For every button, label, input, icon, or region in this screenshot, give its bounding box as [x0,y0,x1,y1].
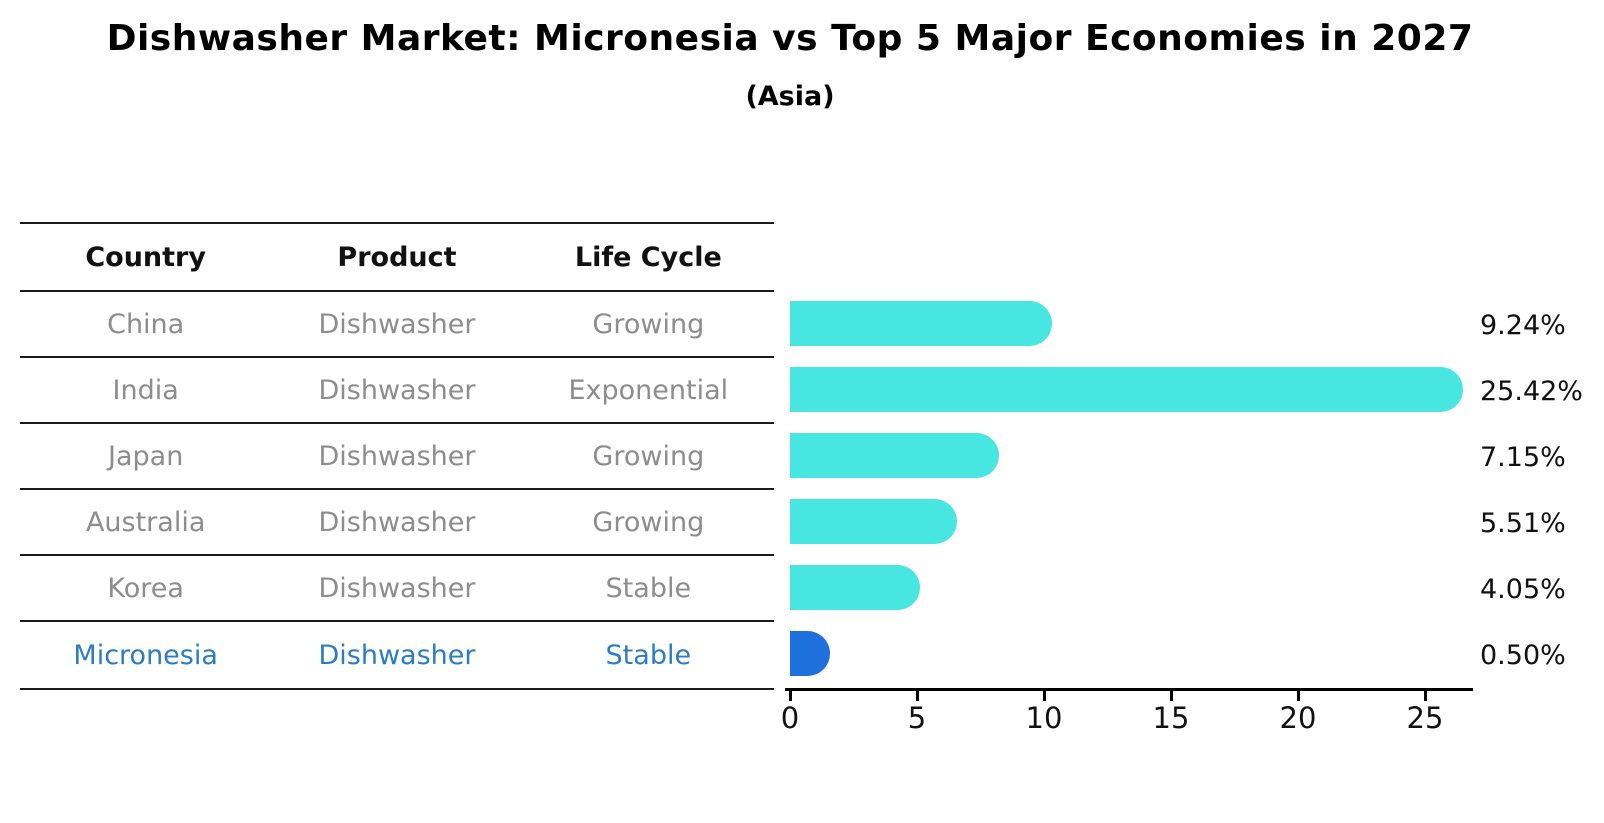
table-row-japan: Japan Dishwasher Growing [20,424,774,490]
value-label-china: 9.24% [1480,309,1566,341]
table-row-india: India Dishwasher Exponential [20,358,774,424]
x-axis-line [785,688,1473,691]
bar-korea [790,565,920,610]
cell-product: Dishwasher [318,440,476,472]
value-label-japan: 7.15% [1480,441,1566,473]
column-header-product: Product [337,241,457,273]
bar-china [790,301,1052,346]
x-tick-label-15: 15 [1152,701,1190,735]
x-tick-label-25: 25 [1406,701,1444,735]
column-header-country: Country [85,241,206,273]
cell-product: Dishwasher [318,572,476,604]
cell-country: India [112,374,179,406]
cell-country: Japan [108,440,184,472]
cell-product: Dishwasher [318,374,476,406]
chart-subtitle: (Asia) [745,81,835,112]
x-tick-mark-20 [1296,691,1300,701]
cell-product: Dishwasher [318,506,476,538]
column-header-life-cycle: Life Cycle [574,241,722,273]
x-tick-label-5: 5 [907,701,927,735]
table-row-korea: Korea Dishwasher Stable [20,556,774,622]
value-label-australia: 5.51% [1480,507,1566,539]
x-tick-label-0: 0 [780,701,800,735]
bar-micronesia [790,631,830,676]
value-label-micronesia: 0.50% [1480,639,1566,671]
value-label-korea: 4.05% [1480,573,1566,605]
table-row-micronesia: Micronesia Dishwasher Stable [20,622,774,690]
x-tick-label-20: 20 [1279,701,1317,735]
cell-product: Dishwasher [318,639,476,671]
x-tick-mark-10 [1042,691,1046,701]
bar-australia [790,499,957,544]
cell-country: China [107,308,185,340]
cell-life-cycle: Exponential [568,374,729,406]
x-tick-mark-15 [1169,691,1173,701]
country-table: Country Product Life Cycle China Dishwash… [20,222,774,690]
cell-country: Korea [107,572,184,604]
bar-japan [790,433,999,478]
x-tick-mark-0 [788,691,792,701]
cell-life-cycle: Stable [605,572,692,604]
x-tick-mark-5 [915,691,919,701]
cell-life-cycle: Growing [592,506,705,538]
cell-life-cycle: Growing [592,440,705,472]
cell-country: Australia [85,506,206,538]
chart-title: Dishwasher Market: Micronesia vs Top 5 M… [106,18,1474,59]
table-header-row: Country Product Life Cycle [20,224,774,292]
bar-india [790,367,1463,412]
table-body: China Dishwasher Growing India Dishwasher Exp… [20,292,774,690]
value-label-india: 25.42% [1480,375,1583,407]
table-row-china: China Dishwasher Growing [20,292,774,358]
cell-life-cycle: Stable [605,639,692,671]
cell-life-cycle: Growing [592,308,705,340]
cell-country: Micronesia [73,639,218,671]
x-tick-label-10: 10 [1025,701,1063,735]
table-row-australia: Australia Dishwasher Growing [20,490,774,556]
x-tick-mark-25 [1423,691,1427,701]
cell-product: Dishwasher [318,308,476,340]
